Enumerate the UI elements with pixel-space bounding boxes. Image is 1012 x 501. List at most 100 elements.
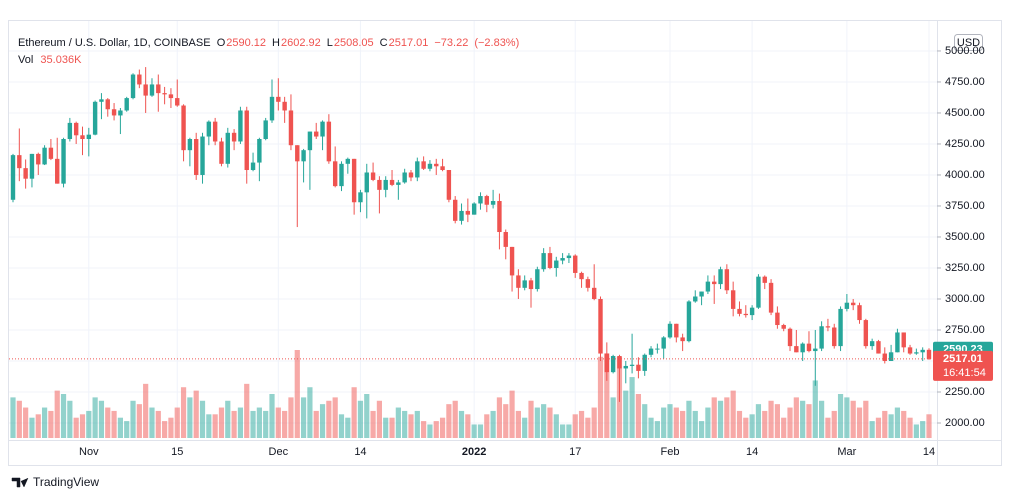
volume-bar [193,390,199,438]
volume-bar [692,410,698,438]
volume-bar [793,397,799,438]
volume-bar [16,400,22,438]
x-tick-label: 14 [746,446,758,458]
volume-bar [736,410,743,438]
volume-bar [503,404,509,438]
candle-body [806,343,812,352]
volume-bar [566,424,572,438]
candle-body [724,269,730,291]
volume-bar [894,407,901,438]
candle-body [345,158,351,164]
ohlc-key: H [272,37,280,49]
volume-bar [534,407,540,438]
candle-body [124,98,129,111]
candle-body [73,122,79,136]
candle-body [888,352,894,361]
volume-bar [421,421,427,438]
candle-body [604,353,610,373]
volume-bar [206,414,212,438]
volume-bar [869,421,875,438]
candle-body [187,139,193,151]
volume-bar [585,417,591,438]
ohlc-key: L [326,37,333,49]
volume-bar [269,394,275,438]
volume-bar [597,356,604,438]
volume-bar [452,400,458,438]
candle-body [541,253,546,270]
volume-bar [111,410,117,438]
candle-body [535,269,540,290]
candle-body [168,94,174,99]
volume-bar [774,404,780,438]
candle-body [118,110,123,116]
currency[interactable]: USD [957,37,980,49]
candle-body [516,275,521,288]
y-tick-label: 4000.00 [945,169,985,181]
brand: TradingView [33,475,99,489]
candle-body [876,341,881,354]
candle-body [402,172,407,183]
ohlc-value: 2602.92 [280,37,321,49]
x-tick-label: Dec [269,446,289,458]
volume-bar [199,400,206,438]
candle-body [446,170,452,200]
candle-body [92,101,98,135]
candle-body [838,308,843,347]
candle-body [794,346,799,353]
candle-body [869,341,875,347]
volume-bar [48,410,54,438]
volume-bar [351,387,357,438]
y-tick-label: 3250.00 [945,262,985,274]
volume-bar [667,404,673,438]
volume-bar [724,397,730,438]
candle-body [465,210,471,215]
candle-body [427,163,433,169]
candle-body [800,343,805,353]
candle-body [832,327,837,347]
volume-bar [528,400,534,438]
candle-body [591,287,597,299]
volume-bar [155,410,161,438]
candle-body [194,139,199,175]
candle-body [358,192,363,203]
volume-bar [10,397,16,438]
volume-bar [231,410,237,438]
candle-body [282,101,287,111]
candle-body [295,145,300,162]
volume-bar [541,404,547,438]
volume-bar [673,407,679,438]
candle-body [655,348,660,350]
candle-body [471,203,477,215]
candle-body [434,163,439,167]
candle-body [756,276,761,308]
volume-bar [812,380,818,438]
volume-bar [244,383,250,438]
candle-body [863,320,869,347]
y-tick-label: 3500.00 [945,231,985,243]
volume-bar [117,417,123,438]
candle-body [775,312,780,326]
volume-bar [357,400,364,438]
price-marker-label: 2517.01 [943,353,983,365]
volume-bar [743,417,749,438]
volume-bar [162,421,168,438]
volume-bar [332,397,338,438]
volume-bar [787,407,793,438]
volume-bar [408,414,414,438]
candle-body [206,121,212,137]
x-tick-label: 14 [923,446,935,458]
candle-body [244,110,249,171]
candle-body [554,260,559,268]
volume-bar [465,414,471,438]
candle-body [396,182,401,185]
currency-box[interactable] [954,34,983,51]
volume-bar [825,417,831,438]
volume-bar [572,414,578,438]
candle-body [509,246,515,276]
candle-body [503,232,508,247]
candle-body [339,163,344,187]
candle-body [326,121,332,162]
candle-body [914,352,919,354]
candle-body [693,296,698,302]
candle-body [377,179,382,190]
